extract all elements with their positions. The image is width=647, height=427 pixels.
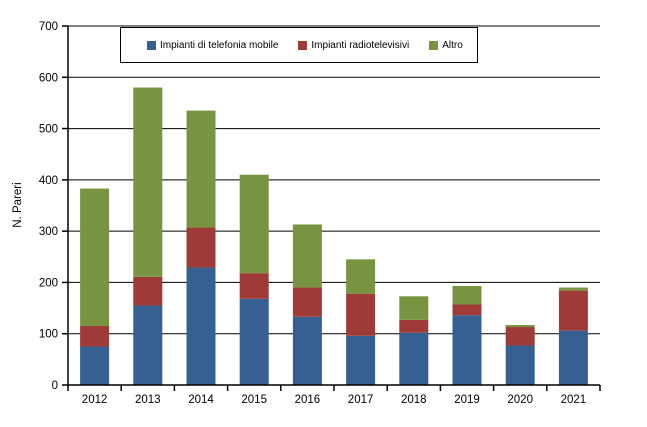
legend-swatch-icon [147, 40, 156, 50]
y-tick-label: 100 [39, 329, 58, 341]
bar-segment [452, 315, 482, 385]
y-axis-title: N. Pareri [12, 182, 24, 228]
legend-item: Altro [429, 40, 463, 51]
bar-segment [292, 316, 322, 385]
x-tick-label: 2019 [454, 394, 480, 406]
bar-segment [399, 296, 429, 320]
bar-segment [186, 267, 216, 385]
bar-segment [292, 224, 322, 288]
bar-segment [133, 305, 163, 385]
bar-segment [186, 110, 216, 228]
bar-segment [505, 324, 535, 328]
x-tick-label: 2015 [241, 394, 267, 406]
y-tick-label: 600 [39, 72, 58, 84]
bar-segment [346, 335, 376, 385]
bar-segment [558, 330, 588, 385]
x-tick-label: 2012 [82, 394, 108, 406]
x-tick-label: 2021 [561, 394, 587, 406]
legend: Impianti di telefonia mobile Impianti ra… [120, 27, 478, 63]
x-tick-label: 2020 [507, 394, 533, 406]
bar-segment [505, 327, 535, 346]
bar-segment [80, 346, 110, 385]
legend-label: Impianti radiotelevisivi [311, 39, 410, 51]
x-tick-label: 2018 [401, 394, 427, 406]
legend-label: Impianti di telefonia mobile [160, 39, 279, 51]
x-tick-label: 2017 [348, 394, 374, 406]
bar-segment [186, 227, 216, 268]
y-tick-label: 700 [39, 21, 58, 33]
legend-item: Impianti radiotelevisivi [298, 40, 409, 51]
bar-segment [292, 287, 322, 317]
legend-item: Impianti di telefonia mobile [147, 40, 278, 51]
y-tick-label: 400 [39, 175, 58, 187]
y-tick-label: 0 [52, 380, 58, 392]
bar-segment [80, 188, 110, 327]
bar-segment [239, 298, 269, 385]
bar-segment [346, 259, 376, 294]
legend-swatch-icon [298, 40, 308, 50]
bar-segment [133, 276, 163, 306]
bar-segment [452, 304, 482, 316]
bar-segment [452, 286, 482, 305]
bar-segment [505, 345, 535, 385]
y-tick-label: 200 [39, 277, 58, 289]
bar-segment [399, 332, 429, 385]
bar-segment [133, 87, 163, 277]
bar-segment [239, 273, 269, 299]
x-tick-label: 2016 [295, 394, 321, 406]
legend-label: Altro [442, 39, 463, 51]
legend-swatch-icon [429, 40, 439, 50]
y-tick-label: 500 [39, 124, 58, 136]
bar-segment [239, 174, 269, 274]
x-tick-label: 2013 [135, 394, 161, 406]
y-tick-label: 300 [39, 226, 58, 238]
bar-segment [558, 287, 588, 291]
bar-segment [80, 326, 110, 347]
x-tick-label: 2014 [188, 394, 214, 406]
bar-segment [558, 290, 588, 331]
bar-segment [346, 293, 376, 336]
bar-segment [399, 319, 429, 333]
